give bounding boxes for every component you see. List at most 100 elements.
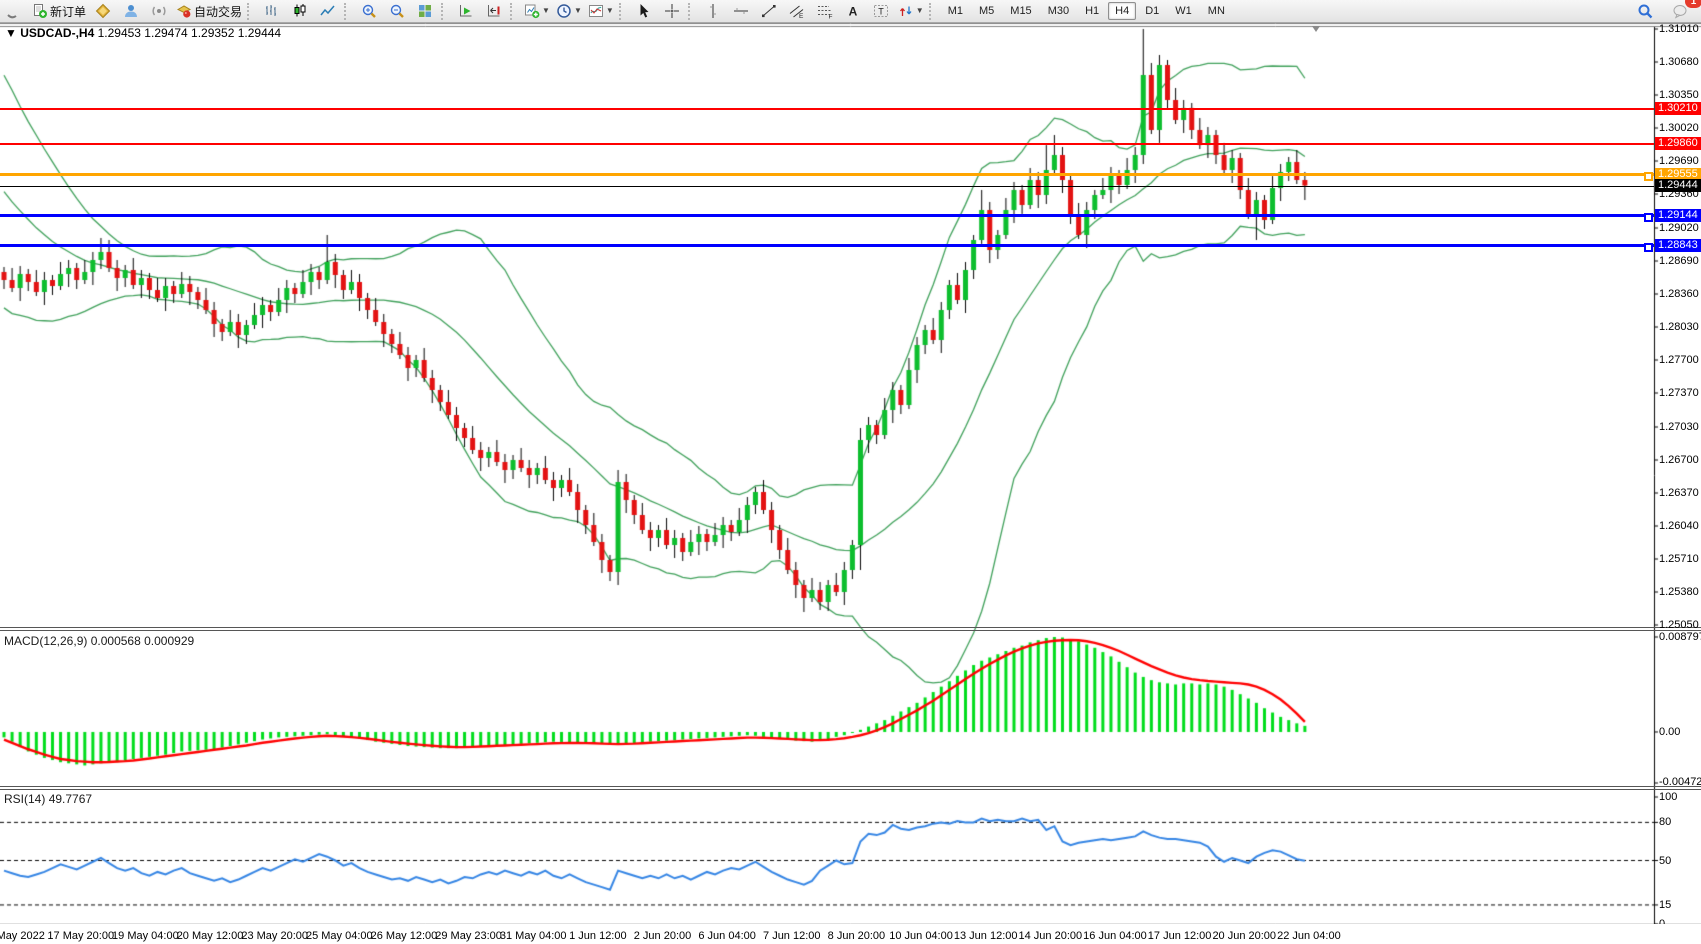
chart-window: ▼ USDCAD-,H4 1.29453 1.29474 1.29352 1.2… bbox=[0, 23, 1701, 944]
macd-signal-value: 0.000929 bbox=[144, 634, 195, 648]
chart-shift-marker[interactable] bbox=[1312, 26, 1320, 32]
line-handle[interactable] bbox=[1644, 242, 1653, 252]
labelT-glyph: T bbox=[873, 5, 888, 17]
svg-text:A: A bbox=[848, 5, 857, 19]
timeframe-button-mn[interactable]: MN bbox=[1207, 5, 1225, 17]
notifications-button[interactable]: 1 bbox=[1667, 0, 1701, 22]
search-button[interactable] bbox=[1631, 0, 1659, 22]
bars-glyph bbox=[266, 5, 277, 16]
pane-separator[interactable] bbox=[0, 627, 1701, 628]
horizontal-line-1.29144[interactable] bbox=[0, 214, 1654, 218]
timeframe-button-d1[interactable]: D1 bbox=[1145, 5, 1160, 17]
chart-objects-layer bbox=[0, 23, 1701, 944]
vertical-line-button[interactable] bbox=[699, 0, 727, 22]
price-chart-canvas[interactable] bbox=[0, 23, 1701, 944]
timeframe-button-w1[interactable]: W1 bbox=[1175, 5, 1192, 17]
time-axis-label: 14 Jun 20:00 bbox=[1018, 930, 1083, 942]
horizontal-line-1.30210[interactable] bbox=[0, 108, 1654, 110]
time-axis-label: 17 May 20:00 bbox=[47, 930, 115, 942]
zoom-out-button[interactable] bbox=[383, 0, 411, 22]
gold-gem-glyph bbox=[95, 3, 111, 19]
trendline-button[interactable] bbox=[755, 0, 783, 22]
time-axis-label: 2 Jun 20:00 bbox=[633, 930, 692, 942]
time-axis-label: 16 Jun 04:00 bbox=[1083, 930, 1147, 942]
channel-button[interactable]: E bbox=[783, 0, 811, 22]
cursor-button[interactable] bbox=[630, 0, 658, 22]
horizontal-line-button[interactable] bbox=[727, 0, 755, 22]
linechart-glyph bbox=[320, 5, 335, 16]
chevron-down-icon[interactable]: ▼ bbox=[573, 6, 582, 15]
toolbar-separator bbox=[928, 2, 938, 20]
time-axis-label: 20 May 12:00 bbox=[176, 930, 244, 942]
arrows-glyph bbox=[899, 6, 912, 16]
line-chart-button[interactable] bbox=[314, 0, 342, 22]
toolbar-separator bbox=[618, 2, 628, 20]
chart-collapse-arrow-icon[interactable]: ▼ bbox=[5, 26, 17, 40]
time-axis-label: 23 May 20:00 bbox=[241, 930, 308, 942]
chart-symbol-period: USDCAD-,H4 bbox=[20, 26, 95, 40]
timeframe-button-m30[interactable]: M30 bbox=[1047, 5, 1070, 17]
toolbar-separator bbox=[510, 2, 519, 20]
pane-separator[interactable] bbox=[0, 786, 1701, 787]
timeframe-button-m1[interactable]: M1 bbox=[947, 5, 963, 17]
horizontal-line-1.28843[interactable] bbox=[0, 244, 1654, 248]
zoom-in-glyph bbox=[362, 4, 376, 18]
line-handle[interactable] bbox=[1644, 212, 1653, 222]
new-chart-button[interactable]: ▼ bbox=[521, 0, 553, 22]
autotrade-button[interactable]: 自动交易 bbox=[173, 0, 245, 22]
vline-glyph bbox=[709, 4, 716, 18]
timeframe-button-h1[interactable]: H1 bbox=[1085, 5, 1100, 17]
chart-ohlc-values: 1.29453 1.29474 1.29352 1.29444 bbox=[97, 26, 282, 40]
line-handle[interactable] bbox=[1644, 171, 1653, 181]
bar-chart-button[interactable] bbox=[258, 0, 286, 22]
profiles-button[interactable]: ▼ bbox=[553, 0, 585, 22]
timeframe-button-h4[interactable]: H4 bbox=[1108, 2, 1137, 20]
chevron-down-icon[interactable]: ▼ bbox=[915, 6, 924, 15]
timeframe-button-m15[interactable]: M15 bbox=[1010, 5, 1032, 17]
time-axis-label: 1 Jun 12:00 bbox=[569, 930, 627, 942]
hline-glyph bbox=[733, 8, 748, 14]
broadcast-glyph bbox=[152, 6, 166, 16]
tile-windows-button[interactable] bbox=[411, 0, 439, 22]
toolbar-separator bbox=[687, 2, 697, 20]
candle-chart-button[interactable] bbox=[286, 0, 314, 22]
time-axis-label: 26 May 12:00 bbox=[370, 930, 438, 942]
time-axis-label: 31 May 04:00 bbox=[499, 930, 567, 942]
horizontal-line-1.29860[interactable] bbox=[0, 143, 1654, 145]
text-button[interactable]: A bbox=[839, 0, 867, 22]
arrows-button[interactable]: ▼ bbox=[895, 0, 927, 22]
label-button[interactable]: T bbox=[867, 0, 895, 22]
crosshair-button[interactable] bbox=[658, 0, 686, 22]
tiles-glyph bbox=[419, 5, 432, 17]
channel-glyph: E bbox=[789, 5, 804, 19]
horizontal-line-1.29555[interactable] bbox=[0, 173, 1654, 176]
market-icon-button[interactable] bbox=[89, 0, 117, 22]
svg-text:T: T bbox=[878, 7, 884, 17]
timeframe-button-m5[interactable]: M5 bbox=[979, 5, 995, 17]
time-axis-label: 25 May 04:00 bbox=[305, 930, 373, 942]
svg-text:F: F bbox=[828, 14, 832, 20]
chart-shift-button[interactable] bbox=[480, 0, 508, 22]
toolbar-separator bbox=[344, 2, 353, 20]
autoscroll-glyph bbox=[460, 5, 472, 17]
crosshair-glyph bbox=[664, 4, 679, 18]
search-glyph bbox=[1638, 4, 1653, 19]
time-axis-label: 20 Jun 20:00 bbox=[1212, 930, 1277, 942]
autotrade-glyph bbox=[176, 5, 192, 18]
community-icon-button[interactable] bbox=[117, 0, 145, 22]
pane-separator[interactable] bbox=[0, 789, 1701, 790]
auto-scroll-button[interactable] bbox=[452, 0, 480, 22]
signals-icon-button[interactable] bbox=[145, 0, 173, 22]
time-axis-label: 29 May 23:00 bbox=[435, 930, 502, 942]
zoom-in-button[interactable] bbox=[355, 0, 383, 22]
chevron-down-icon[interactable]: ▼ bbox=[605, 6, 614, 15]
pane-separator[interactable] bbox=[0, 630, 1701, 631]
main-toolbar: 新订单 自动交易 ▼ ▼ ▼ E F A T ▼ M1 M5 M15 M30 H1 H4 D1 W1 MN 1 bbox=[0, 0, 1701, 23]
chart-template-button[interactable]: ▼ bbox=[585, 0, 617, 22]
chevron-down-icon[interactable]: ▼ bbox=[542, 6, 550, 15]
new-order-button[interactable]: 新订单 bbox=[29, 0, 89, 22]
time-axis-label: 19 May 04:00 bbox=[112, 930, 179, 942]
rsi-indicator-label: RSI(14) 49.7767 bbox=[4, 792, 93, 806]
chat-glyph bbox=[1673, 5, 1687, 19]
fibonacci-button[interactable]: F bbox=[811, 0, 839, 22]
